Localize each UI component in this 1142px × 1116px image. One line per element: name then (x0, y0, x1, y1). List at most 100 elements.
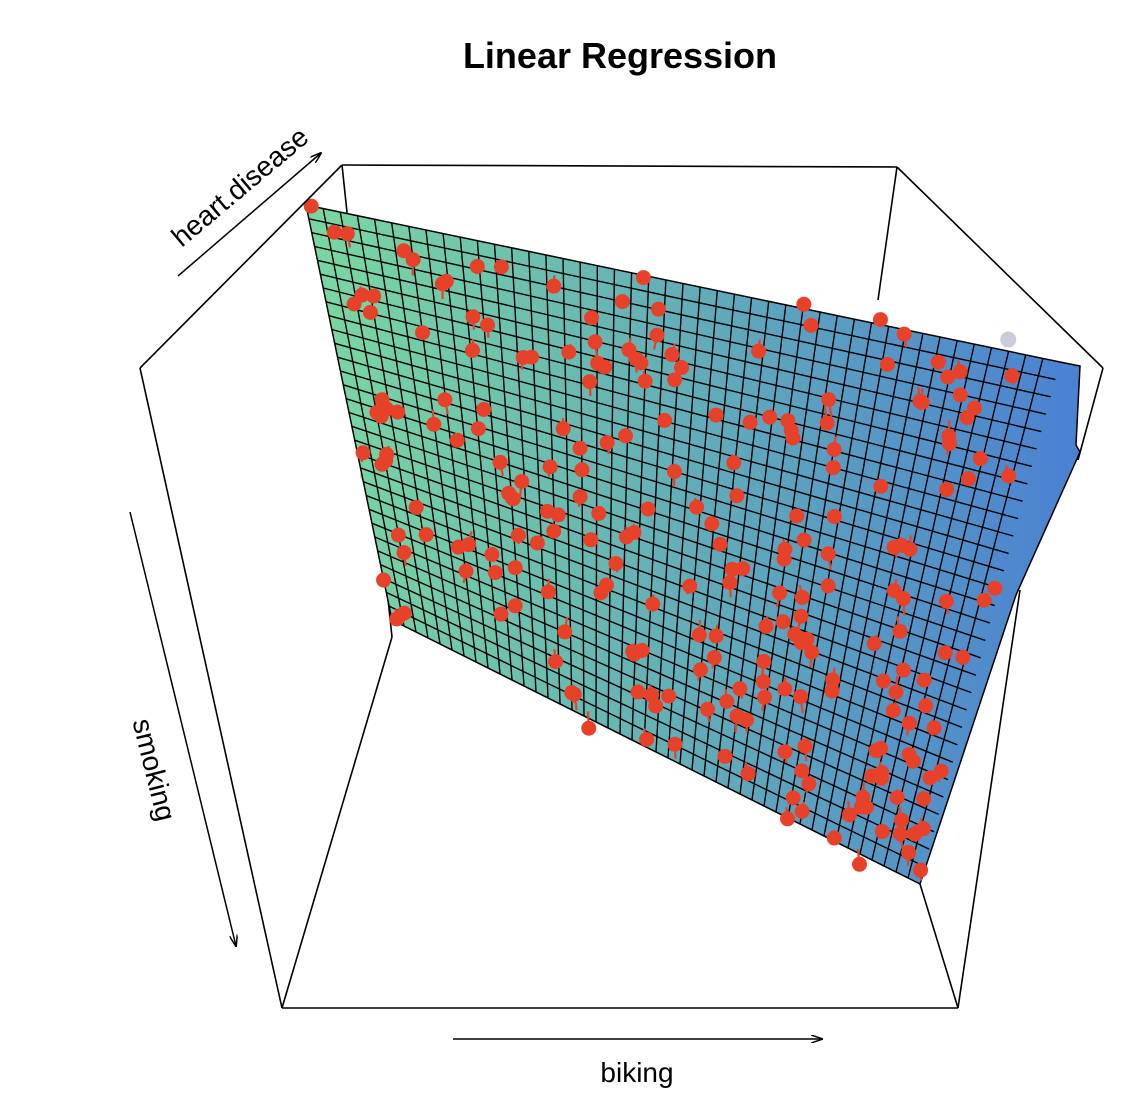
data-point (635, 270, 651, 286)
data-point (719, 693, 735, 709)
data-point (783, 422, 799, 438)
data-point (640, 501, 656, 517)
z-axis-label: heart.disease (166, 121, 315, 253)
data-point (826, 830, 842, 846)
data-point (959, 410, 975, 426)
data-point (542, 459, 558, 475)
data-point (793, 689, 809, 705)
data-point (493, 606, 509, 622)
data-point (591, 505, 607, 521)
data-point (390, 527, 406, 543)
mesh-line (351, 425, 986, 642)
data-point (872, 312, 888, 328)
data-point (484, 547, 500, 563)
data-point (873, 740, 889, 756)
mesh-line (377, 550, 944, 798)
data-point (415, 325, 431, 341)
data-point (572, 440, 588, 456)
data-point (939, 481, 955, 497)
data-point (1004, 368, 1020, 384)
data-point (901, 715, 917, 731)
data-point (408, 499, 424, 515)
data-point (582, 374, 598, 390)
data-point (396, 545, 412, 561)
mesh-line (328, 314, 1023, 502)
data-point (742, 414, 758, 430)
data-point (548, 654, 564, 670)
data-point (465, 309, 481, 325)
data-point (866, 636, 882, 652)
data-point (819, 415, 835, 431)
data-point (437, 392, 453, 408)
data-point (796, 532, 812, 548)
chart-title: Linear Regression (463, 35, 777, 76)
data-point (362, 304, 378, 320)
data-point (346, 296, 362, 312)
data-point (505, 491, 521, 507)
data-point (938, 593, 954, 609)
data-point (755, 674, 771, 690)
data-point (405, 252, 421, 268)
data-point (630, 684, 646, 700)
data-point (930, 354, 946, 370)
data-point (507, 598, 523, 614)
data-point (976, 592, 992, 608)
data-point (674, 360, 690, 376)
data-point (700, 701, 716, 717)
data-point (722, 575, 738, 591)
data-point (729, 488, 745, 504)
data-point (987, 580, 1003, 596)
data-point (649, 327, 665, 343)
data-point (758, 618, 774, 634)
data-point (524, 349, 540, 365)
data-point (777, 681, 793, 697)
data-point (855, 789, 871, 805)
data-point (797, 738, 813, 754)
mesh-line (365, 494, 963, 729)
data-point (667, 736, 683, 752)
data-point (940, 369, 956, 385)
data-point (794, 803, 810, 819)
data-point (907, 826, 923, 842)
mesh-line (380, 564, 939, 816)
data-point (952, 387, 968, 403)
data-point (796, 296, 812, 312)
data-point (708, 628, 724, 644)
data-point (557, 624, 573, 640)
data-point (618, 529, 634, 545)
box-front-edges (139, 164, 1104, 1009)
data-point (892, 623, 908, 639)
data-point (916, 672, 932, 688)
mesh-line (388, 605, 925, 868)
data-point (889, 789, 905, 805)
data-point (785, 790, 801, 806)
data-point (574, 462, 590, 478)
data-point (732, 681, 748, 697)
mesh-line (374, 536, 949, 781)
mesh-line (314, 245, 1047, 415)
data-point (893, 537, 909, 553)
data-point (598, 577, 614, 593)
data-point (941, 436, 957, 452)
data-point (374, 392, 390, 408)
mesh-line (331, 328, 1019, 520)
data-point (590, 355, 606, 371)
data-point (776, 551, 792, 567)
data-point (418, 527, 434, 543)
data-point (546, 278, 562, 294)
data-point (762, 409, 778, 425)
data-point (879, 356, 895, 372)
data-point (916, 791, 932, 807)
data-point (540, 584, 556, 600)
box-edge (877, 166, 898, 301)
data-point (1001, 468, 1017, 484)
data-point (426, 416, 442, 432)
data-point (794, 589, 810, 605)
box-edge (341, 164, 898, 168)
data-point (740, 766, 756, 782)
data-point (581, 720, 597, 736)
data-point (339, 226, 355, 242)
data-point (875, 673, 891, 689)
